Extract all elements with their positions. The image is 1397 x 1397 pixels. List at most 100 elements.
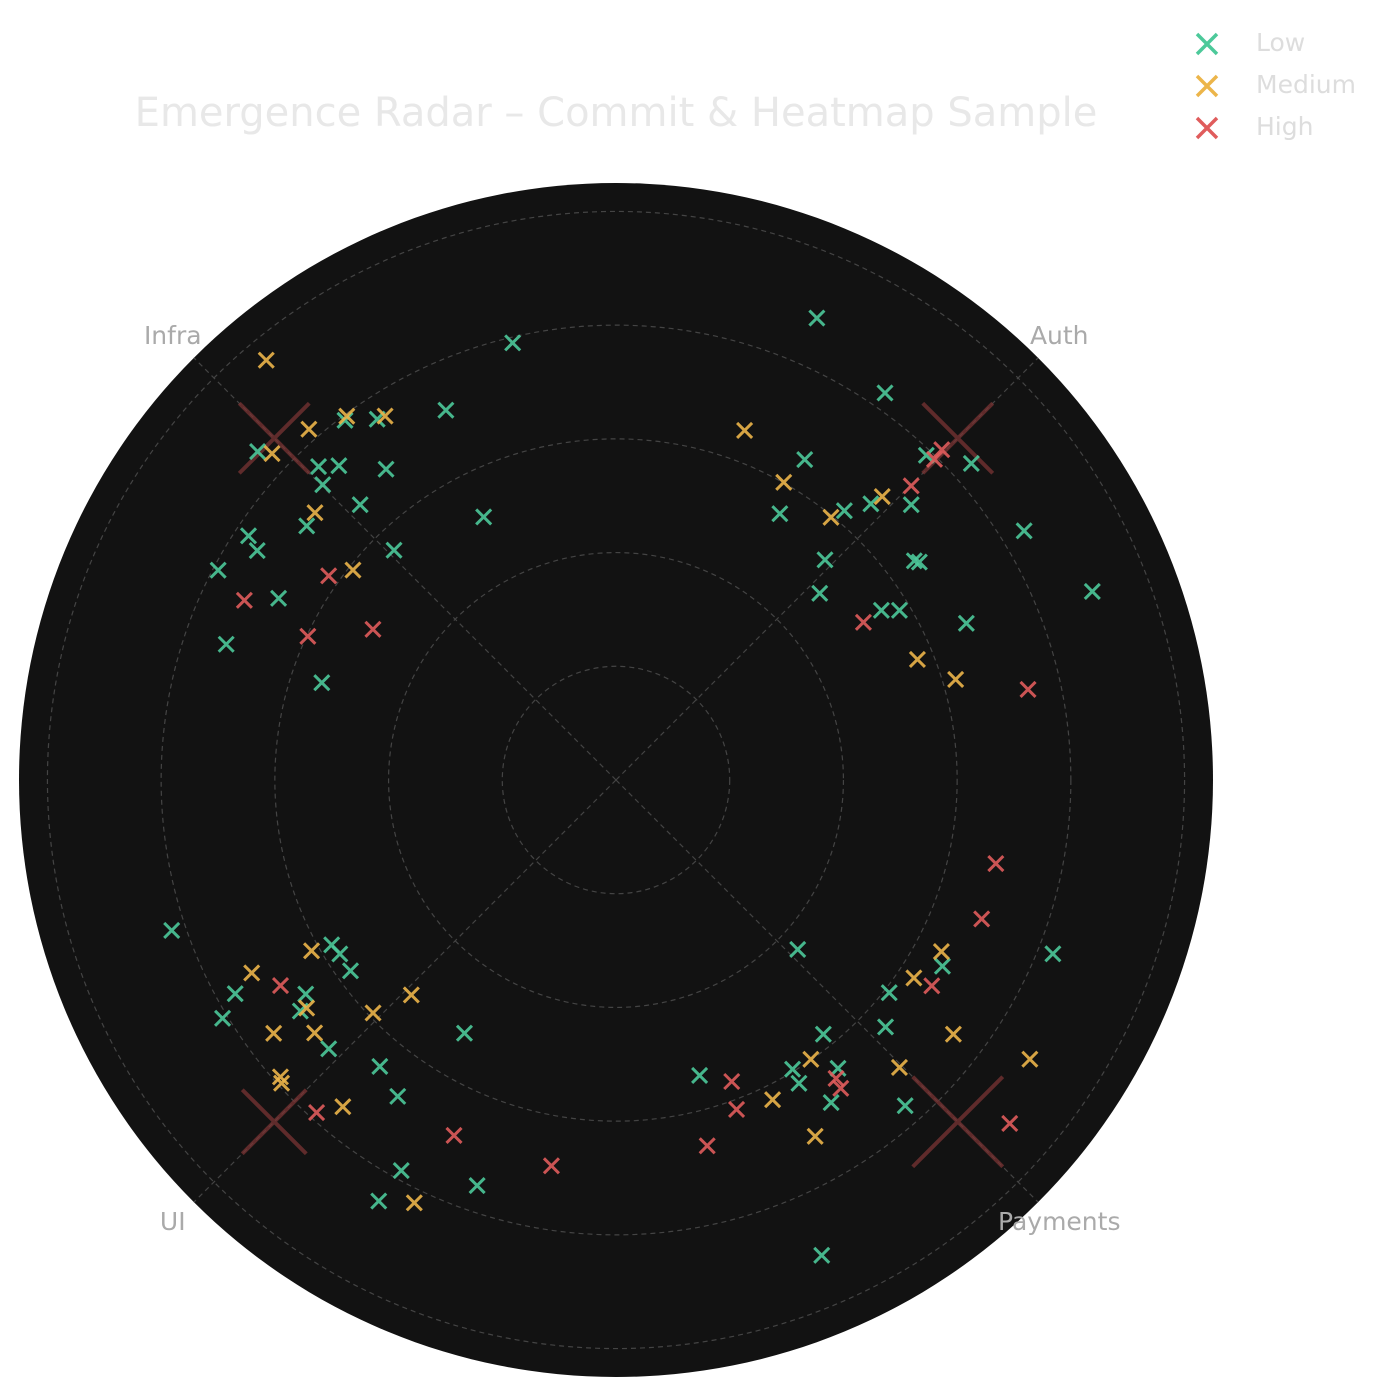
point [808, 309, 826, 327]
point [213, 1009, 232, 1027]
point [854, 613, 872, 631]
point [723, 1072, 741, 1091]
point [249, 443, 267, 461]
point [376, 407, 394, 425]
point [437, 401, 455, 419]
point [902, 477, 920, 495]
point [910, 553, 928, 571]
point [351, 496, 369, 514]
point [336, 411, 354, 429]
point [1044, 945, 1062, 963]
point [331, 945, 349, 963]
point [880, 984, 898, 1002]
point [445, 1126, 463, 1145]
point [308, 1103, 326, 1122]
point [455, 1024, 474, 1042]
point [872, 601, 890, 619]
point [298, 999, 316, 1017]
point [370, 1192, 388, 1210]
grid-ring [387, 551, 845, 1009]
point [239, 527, 258, 545]
point [1083, 582, 1101, 600]
point [257, 351, 275, 369]
point [1001, 1114, 1019, 1133]
point [944, 1025, 962, 1043]
point [364, 1004, 382, 1022]
point [862, 495, 880, 513]
point [796, 451, 814, 469]
point [306, 504, 324, 522]
point [764, 1091, 782, 1109]
point [273, 1074, 291, 1092]
point [933, 441, 951, 459]
point [832, 1079, 850, 1097]
point [248, 541, 266, 560]
point [377, 460, 395, 478]
legend-marker [1195, 32, 1219, 56]
point [962, 454, 980, 472]
point [338, 407, 356, 425]
legend: Low Medium High [1195, 28, 1356, 141]
legend-label: Low [1256, 28, 1305, 57]
point [475, 508, 493, 526]
point [226, 985, 244, 1003]
point [243, 964, 261, 982]
point [802, 1050, 820, 1068]
point [341, 962, 360, 980]
point [314, 476, 332, 494]
angle-label: Auth [1030, 321, 1089, 350]
point [405, 1194, 423, 1212]
hotspot [911, 1075, 1005, 1169]
point [783, 1060, 802, 1078]
point [209, 561, 227, 579]
point [320, 1040, 338, 1058]
point [814, 1025, 832, 1043]
point [698, 1137, 716, 1155]
hotspot [237, 401, 311, 475]
point [371, 1057, 389, 1076]
point [957, 614, 975, 632]
point [987, 854, 1005, 873]
point [736, 421, 754, 440]
point [271, 1068, 290, 1086]
point [302, 942, 321, 960]
point [330, 457, 348, 475]
point [1015, 522, 1033, 540]
point [806, 1127, 824, 1145]
point [947, 670, 965, 688]
point [306, 1024, 324, 1042]
point [468, 1177, 486, 1195]
point [270, 589, 288, 607]
point [298, 517, 316, 535]
point [917, 446, 935, 464]
point [811, 584, 829, 602]
point [816, 551, 834, 569]
point [822, 1094, 840, 1112]
point [385, 541, 403, 559]
point [902, 496, 920, 514]
point [932, 943, 950, 961]
point [923, 977, 941, 995]
point [309, 457, 328, 476]
point [299, 627, 317, 645]
point [691, 1066, 709, 1084]
point [297, 985, 315, 1003]
point [542, 1157, 560, 1175]
angle-label: UI [160, 1207, 186, 1236]
point [334, 1098, 352, 1116]
grid-ring [160, 324, 1072, 1236]
point [933, 957, 952, 975]
point [876, 1018, 895, 1036]
point [217, 635, 235, 653]
point [320, 567, 338, 585]
point [775, 473, 793, 491]
point [313, 674, 331, 692]
point [890, 1058, 909, 1076]
point [771, 505, 789, 523]
point [344, 561, 362, 579]
point [265, 1024, 283, 1042]
point [873, 487, 891, 506]
point [163, 921, 181, 939]
point [271, 977, 290, 995]
